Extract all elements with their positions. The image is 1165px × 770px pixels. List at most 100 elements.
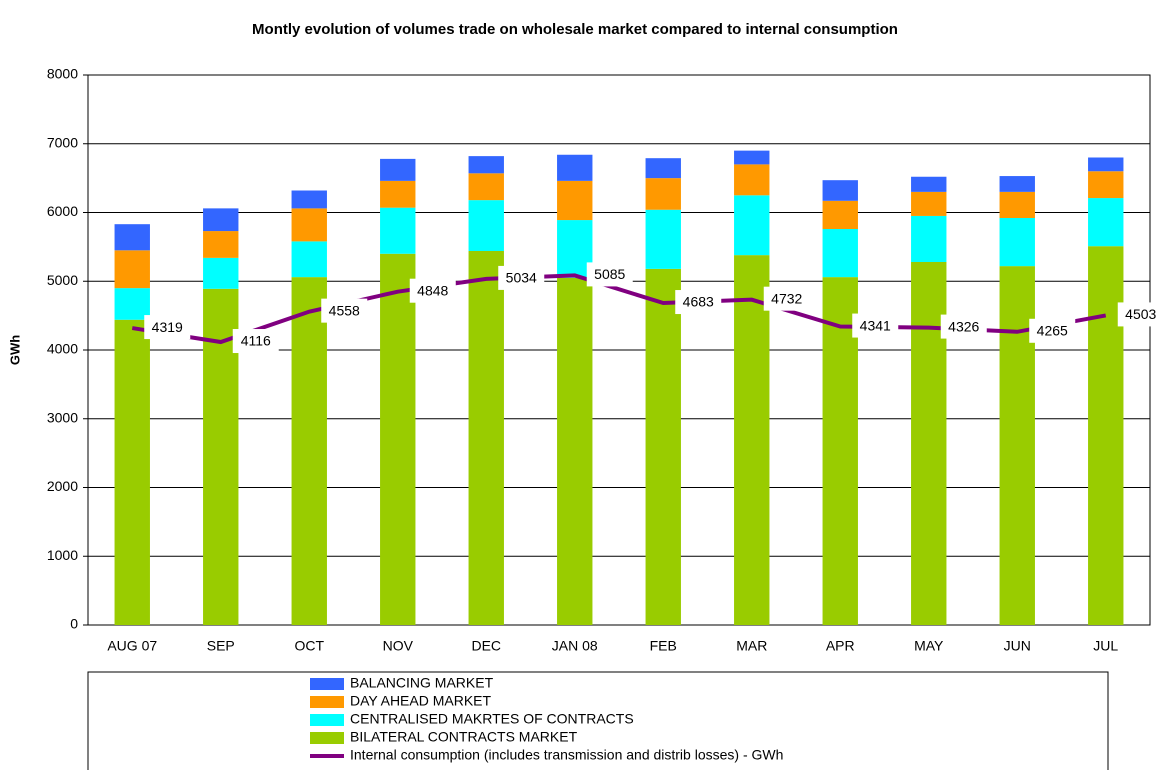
legend-label: BILATERAL CONTRACTS MARKET: [350, 729, 578, 745]
bar-segment: [114, 250, 150, 289]
y-tick-label: 6000: [47, 203, 78, 219]
bar-segment: [911, 176, 947, 192]
bar-segment: [468, 156, 504, 174]
data-label-box: [763, 286, 810, 311]
bar-segment: [380, 180, 416, 208]
y-tick-label: 4000: [47, 341, 78, 357]
legend-swatch: [310, 714, 344, 726]
y-tick-label: 1000: [47, 547, 78, 563]
bar-segment: [557, 180, 593, 221]
bar-segment: [468, 200, 504, 251]
bar-segment: [911, 262, 947, 625]
data-label: 4732: [771, 290, 802, 306]
legend-label: Internal consumption (includes transmiss…: [350, 747, 783, 763]
bar-segment: [734, 164, 770, 196]
bar-segment: [999, 176, 1035, 192]
bar-segment: [203, 288, 239, 625]
data-label: 4326: [948, 318, 979, 334]
x-tick-label: JUN: [1004, 638, 1031, 654]
x-tick-label: MAR: [736, 638, 767, 654]
data-label: 4683: [683, 294, 714, 310]
legend-label: DAY AHEAD MARKET: [350, 693, 492, 709]
bar-segment: [822, 277, 858, 625]
data-label: 4265: [1037, 322, 1068, 338]
y-axis-label: GWh: [7, 335, 22, 365]
bar-segment: [291, 208, 327, 242]
bar-segment: [645, 209, 681, 269]
bar-segment: [911, 215, 947, 262]
y-tick-label: 5000: [47, 272, 78, 288]
data-label: 5034: [506, 270, 537, 286]
bar-segment: [380, 253, 416, 625]
chart-title: Montly evolution of volumes trade on who…: [252, 21, 898, 38]
y-tick-label: 8000: [47, 66, 78, 82]
data-label-box: [675, 290, 722, 315]
bar-segment: [822, 180, 858, 201]
bar-segment: [734, 255, 770, 625]
bar-segment: [291, 277, 327, 625]
data-label-box: [321, 298, 368, 323]
bar-segment: [380, 207, 416, 254]
bar-segment: [380, 158, 416, 181]
x-tick-label: SEP: [207, 638, 235, 654]
bar-segment: [822, 200, 858, 229]
bar-segment: [557, 154, 593, 181]
bar-segment: [1088, 246, 1124, 625]
data-label: 4558: [329, 302, 360, 318]
data-label-box: [1029, 318, 1076, 343]
bar-segment: [734, 150, 770, 165]
data-label: 4319: [152, 319, 183, 335]
legend-swatch: [310, 696, 344, 708]
bar-segment: [203, 257, 239, 289]
legend-swatch: [310, 678, 344, 690]
bar-segment: [291, 241, 327, 278]
y-tick-label: 2000: [47, 478, 78, 494]
y-tick-label: 3000: [47, 409, 78, 425]
bar-segment: [999, 191, 1035, 218]
bar-segment: [468, 173, 504, 201]
data-label-box: [1117, 302, 1164, 327]
x-tick-label: AUG 07: [107, 638, 157, 654]
y-tick-label: 0: [70, 616, 78, 632]
bar-segment: [1088, 198, 1124, 247]
bar-segment: [999, 218, 1035, 267]
data-label-box: [586, 262, 633, 287]
bar-segment: [645, 158, 681, 179]
bar-segment: [114, 288, 150, 320]
y-tick-label: 7000: [47, 134, 78, 150]
bar-segment: [203, 231, 239, 258]
x-tick-label: APR: [826, 638, 855, 654]
data-label: 5085: [594, 266, 625, 282]
data-label-box: [940, 314, 987, 339]
x-tick-label: DEC: [471, 638, 501, 654]
data-label: 4503: [1125, 306, 1156, 322]
bar-segment: [734, 195, 770, 256]
plot-frame: [87, 74, 1151, 626]
bar-segment: [114, 319, 150, 625]
x-tick-label: JAN 08: [552, 638, 598, 654]
data-label-box: [409, 278, 456, 303]
bar-segment: [557, 220, 593, 278]
bar-segment: [557, 277, 593, 625]
bar-segment: [468, 251, 504, 625]
data-label-box: [232, 329, 279, 354]
bar-segment: [1088, 171, 1124, 199]
legend-box: [87, 671, 1109, 770]
x-tick-label: NOV: [383, 638, 414, 654]
x-tick-label: OCT: [294, 638, 324, 654]
data-label-box: [498, 265, 545, 290]
legend-swatch: [310, 732, 344, 744]
legend-label: CENTRALISED MAKRTES OF CONTRACTS: [350, 711, 634, 727]
bar-segment: [1088, 157, 1124, 172]
bar-segment: [645, 268, 681, 625]
data-label-box: [144, 315, 191, 340]
bar-segment: [999, 266, 1035, 625]
legend-label: BALANCING MARKET: [350, 675, 494, 691]
x-tick-label: JUL: [1093, 638, 1118, 654]
bar-segment: [911, 191, 947, 216]
data-label-box: [852, 313, 899, 338]
bar-segment: [203, 208, 239, 232]
bar-segment: [114, 224, 150, 251]
bar-segment: [291, 190, 327, 209]
